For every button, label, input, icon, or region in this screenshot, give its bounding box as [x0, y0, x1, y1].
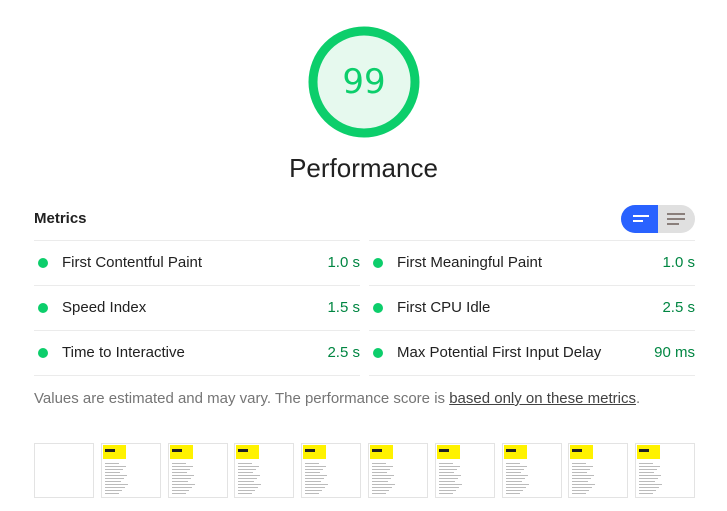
filmstrip-frame — [234, 443, 295, 498]
frame-header — [637, 445, 661, 459]
pass-dot-icon — [38, 348, 48, 358]
frame-header — [503, 445, 527, 459]
pass-dot-icon — [373, 348, 383, 358]
lines-icon-part — [667, 218, 685, 220]
metric-value: 2.5 s — [662, 299, 695, 316]
pass-dot-icon — [38, 303, 48, 313]
metric-value: 2.5 s — [327, 344, 360, 361]
metric-value: 1.0 s — [327, 254, 360, 271]
frame-header — [303, 445, 327, 459]
category-title: Performance — [289, 153, 438, 183]
metrics-heading: Metrics — [34, 210, 87, 227]
filmstrip-frame — [167, 443, 228, 498]
frame-header — [102, 445, 126, 459]
note-text: Values are estimated and may vary. The p… — [34, 390, 450, 407]
filmstrip-frame — [34, 443, 94, 498]
filmstrip-frame — [434, 443, 495, 498]
score-gauge — [308, 26, 420, 138]
estimate-note: Values are estimated and may vary. The p… — [34, 390, 640, 407]
metrics-view-toggle[interactable] — [621, 205, 695, 233]
metric-name: First CPU Idle — [397, 299, 491, 316]
frame-header — [169, 445, 193, 459]
expanded-view-button[interactable] — [621, 205, 658, 233]
metric-name: Max Potential First Input Delay — [397, 344, 602, 361]
lines-icon — [633, 215, 649, 217]
metric-row: Speed Index 1.5 s — [34, 286, 360, 331]
metric-value: 1.0 s — [662, 254, 695, 271]
metric-row: First Contentful Paint 1.0 s — [34, 241, 360, 286]
frame-header — [236, 445, 260, 459]
metric-row: First Meaningful Paint 1.0 s — [369, 241, 695, 286]
metric-name: Speed Index — [62, 299, 147, 316]
metrics-link[interactable]: based only on these metrics — [449, 390, 636, 407]
pass-dot-icon — [373, 258, 383, 268]
metrics-left-column: First Contentful Paint 1.0 s Speed Index 1… — [34, 240, 360, 376]
filmstrip-frame — [100, 443, 161, 498]
pass-dot-icon — [373, 303, 383, 313]
metrics-right-column: First Meaningful Paint 1.0 s First CPU Id… — [369, 240, 695, 376]
metric-name: First Meaningful Paint — [397, 254, 543, 271]
score-value: 99 — [342, 62, 386, 102]
filmstrip-frame — [568, 443, 629, 498]
metric-row: Max Potential First Input Delay 90 ms — [369, 331, 695, 376]
compact-view-button[interactable] — [658, 205, 695, 233]
lines-icon-part — [633, 220, 643, 222]
pass-dot-icon — [38, 258, 48, 268]
filmstrip-frame — [301, 443, 362, 498]
metric-name: Time to Interactive — [62, 344, 185, 361]
note-end: . — [635, 390, 641, 407]
metric-value: 1.5 s — [327, 299, 360, 316]
filmstrip-frame — [368, 443, 428, 498]
filmstrip-frame — [501, 443, 562, 498]
frame-header — [570, 445, 594, 459]
metric-row: Time to Interactive 2.5 s — [34, 331, 360, 376]
frame-header — [370, 445, 393, 459]
metric-value: 90 ms — [654, 344, 695, 361]
metric-row: First CPU Idle 2.5 s — [369, 286, 695, 331]
filmstrip-frame — [635, 443, 696, 498]
metric-name: First Contentful Paint — [62, 254, 203, 271]
lines-icon-part — [667, 223, 679, 225]
lines-icon — [667, 213, 685, 215]
frame-header — [436, 445, 460, 459]
